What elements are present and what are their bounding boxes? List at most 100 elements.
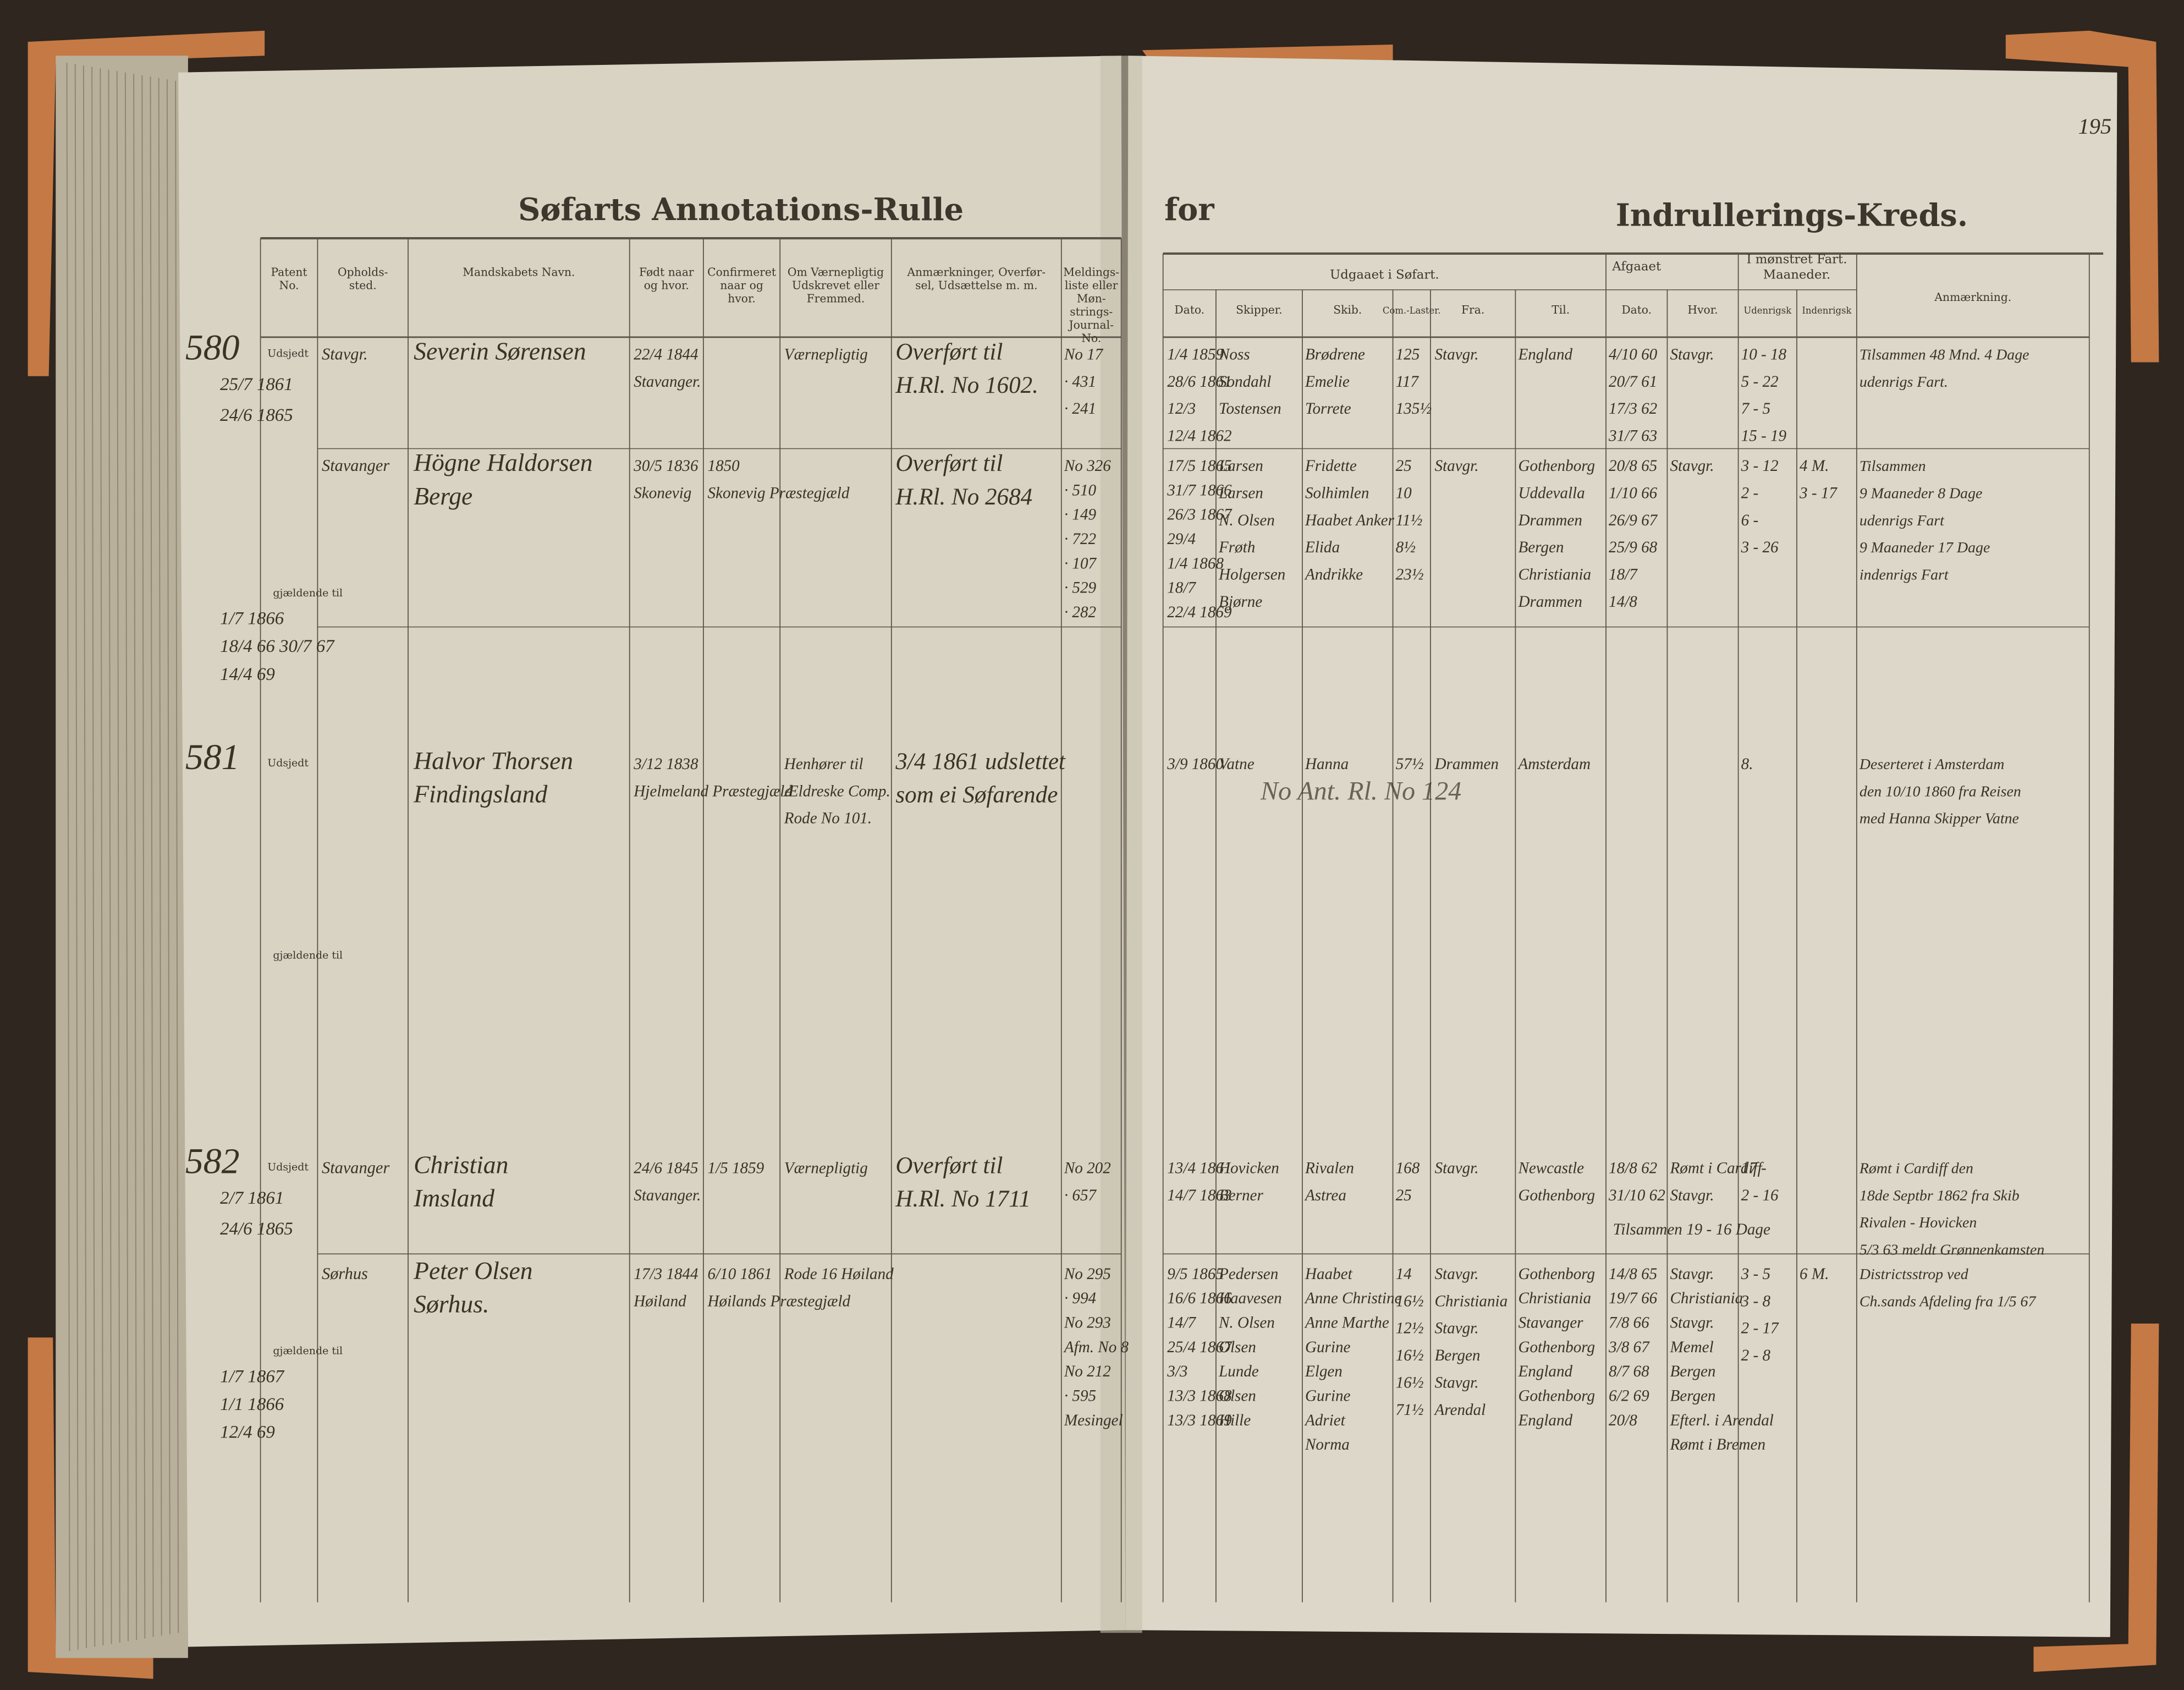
ship: Andrikke xyxy=(1304,566,1363,584)
column-header: Indenrigsk xyxy=(1802,305,1852,316)
skipper: Haavesen xyxy=(1218,1290,1282,1307)
note: udenrigs Fart xyxy=(1860,512,1945,529)
note: Deserteret i Amsterdam xyxy=(1859,756,2004,773)
from: Arendal xyxy=(1434,1401,1486,1419)
remarks: H.Rl. No 2684 xyxy=(895,484,1032,510)
patent-number: 580 xyxy=(185,327,240,367)
column-header: Udskrevet eller xyxy=(792,279,879,292)
service: Ældreske Comp. xyxy=(783,782,890,800)
to: Bergen xyxy=(1518,539,1564,556)
tons: 25 xyxy=(1396,457,1412,475)
page-edge xyxy=(166,79,170,1634)
page-edge xyxy=(124,72,129,1642)
valid-label: gjældende til xyxy=(273,1345,343,1357)
ship: Norma xyxy=(1305,1436,1350,1453)
journal: No 295 xyxy=(1064,1265,1111,1283)
valid-date: 12/4 69 xyxy=(220,1423,275,1442)
left-where: Bergen xyxy=(1670,1363,1715,1380)
journal: · 149 xyxy=(1064,506,1097,524)
note: Ch.sands Afdeling fra 1/5 67 xyxy=(1860,1293,2037,1310)
service: Værnepligtig xyxy=(784,345,868,363)
column-header: Com.-Laster. xyxy=(1383,305,1441,316)
skipper: Frøth xyxy=(1218,539,1255,556)
name: Peter Olsen xyxy=(413,1256,532,1285)
tons: 125 xyxy=(1396,345,1420,363)
left-date: 19/7 66 xyxy=(1609,1290,1658,1307)
foreign: 2 - 16 xyxy=(1741,1187,1779,1204)
column-header: strings- xyxy=(1070,305,1113,319)
foreign: 15 - 19 xyxy=(1741,427,1787,445)
name: Berge xyxy=(414,482,472,510)
left-where: Stavgr. xyxy=(1670,457,1714,475)
date: 26/3 1867 xyxy=(1167,506,1233,524)
note: 9 Maaneder 8 Dage xyxy=(1860,485,1982,502)
column-header: Fra. xyxy=(1461,303,1484,316)
column-header: hvor. xyxy=(728,292,756,305)
journal: · 510 xyxy=(1064,481,1097,499)
column-header: Skib. xyxy=(1333,303,1362,316)
date: 12/3 xyxy=(1167,400,1196,418)
left-date: 25/9 68 xyxy=(1609,539,1658,556)
title-for: for xyxy=(1164,192,1214,228)
left-date: 18/7 xyxy=(1609,566,1638,584)
issued-date: 25/7 1861 xyxy=(220,375,293,394)
corner xyxy=(2005,30,2159,363)
foreign: 5 - 22 xyxy=(1741,373,1779,391)
tons: 12½ xyxy=(1396,1320,1424,1337)
date: 13/3 1869 xyxy=(1167,1412,1232,1429)
to: Newcastle xyxy=(1517,1159,1584,1177)
column-header: Fremmed. xyxy=(807,292,865,305)
skipper: Holgersen xyxy=(1218,566,1285,584)
ship: Emelie xyxy=(1305,373,1350,391)
title: Søfarts Annotations-Rulle xyxy=(518,192,964,228)
date: 16/6 1866 xyxy=(1167,1290,1232,1307)
domestic: 4 M. xyxy=(1800,457,1829,475)
note: den 10/10 1860 fra Reisen xyxy=(1860,783,2021,800)
remarks: H.Rl. No 1711 xyxy=(895,1186,1031,1212)
to: England xyxy=(1517,1363,1572,1380)
left-date: 17/3 62 xyxy=(1609,400,1657,418)
ship: Rivalen xyxy=(1305,1159,1354,1177)
skipper: Lunde xyxy=(1218,1363,1259,1380)
domestic: 3 - 17 xyxy=(1799,484,1838,502)
column-header: Om Værnepligtig xyxy=(788,265,884,278)
left-where: Rømt i Bremen xyxy=(1669,1436,1765,1453)
to: Drammen xyxy=(1517,593,1582,611)
group-header: I mønstret Fart. xyxy=(1746,253,1847,267)
skipper: Olsen xyxy=(1219,1338,1256,1356)
date: 13/4 1861 xyxy=(1167,1159,1231,1177)
born: Hjelmeland Præstegjæld xyxy=(633,782,793,800)
column-header: Anmærkninger, Overfør- xyxy=(906,265,1046,278)
to: Gothenborg xyxy=(1518,457,1595,475)
remarks: Overført til xyxy=(895,339,1003,365)
skipper: Pedersen xyxy=(1218,1265,1278,1283)
residence: Stavanger xyxy=(322,1158,389,1177)
foreign: 2 - 17 xyxy=(1741,1320,1779,1337)
ship: Haabet xyxy=(1305,1265,1353,1283)
remarks: 3/4 1861 udslettet xyxy=(895,749,1066,775)
date: 29/4 xyxy=(1167,530,1196,548)
left-where: Stavgr. xyxy=(1670,1265,1714,1283)
column-header: Dato. xyxy=(1621,303,1652,316)
date: 9/5 1865 xyxy=(1167,1265,1224,1283)
service: Rode 16 Høiland xyxy=(784,1265,894,1283)
left-where: Bergen xyxy=(1670,1387,1715,1404)
born: Stavanger. xyxy=(634,1187,701,1204)
ship: Torrete xyxy=(1305,400,1351,418)
issued-date: 2/7 1861 xyxy=(220,1188,284,1208)
to: Christiania xyxy=(1518,566,1591,584)
left-where: Memel xyxy=(1669,1338,1713,1356)
page-edge xyxy=(150,76,154,1637)
to: Gothenborg xyxy=(1518,1187,1595,1204)
column-header: Møn- xyxy=(1077,292,1106,305)
ship: Gurine xyxy=(1305,1338,1351,1356)
foreign: 3 - 12 xyxy=(1741,457,1779,475)
tons: 8½ xyxy=(1396,539,1416,556)
confirmed: 6/10 1861 xyxy=(708,1265,772,1283)
skipper: Noss xyxy=(1218,345,1250,363)
page-edge xyxy=(133,74,137,1640)
skipper: Larsen xyxy=(1218,457,1263,475)
corner xyxy=(2033,1323,2159,1672)
column-header: No. xyxy=(1081,332,1101,345)
